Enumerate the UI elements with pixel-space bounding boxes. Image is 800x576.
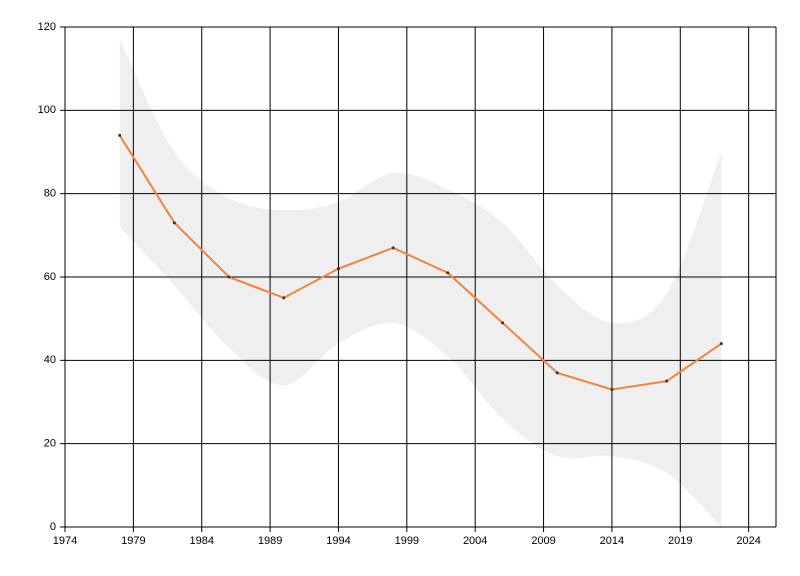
y-tick-label: 80 <box>44 188 56 200</box>
x-tick-label: 1974 <box>53 535 77 547</box>
data-line <box>118 134 722 391</box>
data-point <box>282 296 286 300</box>
x-tick-label: 1994 <box>326 535 350 547</box>
y-tick-label: 120 <box>38 21 56 33</box>
data-point <box>501 321 505 325</box>
data-point <box>446 271 450 275</box>
data-point <box>336 267 340 271</box>
x-tick-label: 1984 <box>189 535 213 547</box>
y-tick-label: 60 <box>44 271 56 283</box>
x-tick-label: 2004 <box>463 535 487 547</box>
data-point <box>555 371 559 375</box>
y-tick-label: 40 <box>44 354 56 366</box>
data-point <box>610 388 614 391</box>
x-tick-label: 1989 <box>258 535 282 547</box>
x-tick-label: 2014 <box>600 535 624 547</box>
y-tick-label: 0 <box>50 521 56 533</box>
data-point <box>172 221 176 225</box>
data-point <box>391 246 395 250</box>
data-point <box>665 379 669 383</box>
x-tick-label: 2019 <box>668 535 692 547</box>
x-tick-label: 1979 <box>121 535 145 547</box>
y-tick-label: 100 <box>38 104 56 116</box>
x-tick-label: 1999 <box>395 535 419 547</box>
data-point <box>719 342 723 346</box>
data-point <box>118 133 122 137</box>
x-tick-label: 2024 <box>736 535 760 547</box>
x-tick-label: 2009 <box>531 535 555 547</box>
y-tick-label: 20 <box>44 438 56 450</box>
confidence-band <box>119 39 722 527</box>
data-point <box>227 275 231 279</box>
